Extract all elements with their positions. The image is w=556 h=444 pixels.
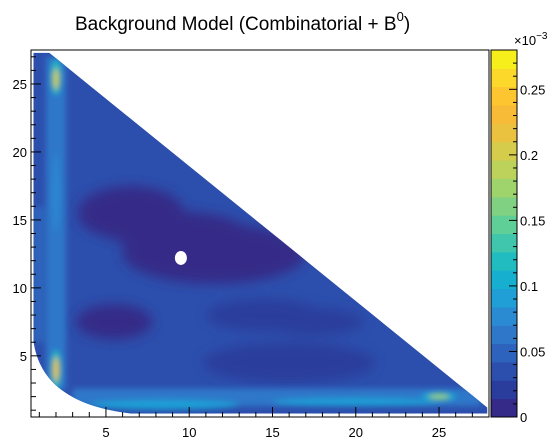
color-scale-bin — [491, 398, 517, 418]
color-scale-bin — [491, 251, 517, 271]
z-multiplier-exponent: −3 — [536, 31, 548, 42]
color-scale-bin — [491, 325, 517, 345]
band-edge — [33, 206, 45, 343]
y-tick-label: 25 — [13, 77, 27, 92]
low-density-region — [205, 298, 323, 332]
color-scale-bin — [491, 270, 517, 290]
heatmap-hotspots — [50, 59, 458, 401]
low-density-region — [114, 211, 248, 256]
color-scale-bin — [491, 288, 517, 308]
z-tick-label: 0.1 — [520, 279, 538, 294]
z-tick-label: 0.15 — [520, 213, 545, 228]
x-tick-label: 10 — [182, 425, 196, 440]
band-bottom-bright — [89, 399, 240, 410]
color-scale-bin — [491, 86, 517, 106]
z-multiplier: ×10−3 — [514, 31, 548, 48]
y-tick-label: 15 — [13, 213, 27, 228]
x-tick-label: 15 — [265, 425, 279, 440]
color-scale-bin — [491, 306, 517, 326]
x-tick-label: 5 — [102, 425, 109, 440]
z-tick-label: 0.25 — [520, 82, 545, 97]
color-scale-bin — [491, 178, 517, 198]
hotspot-left-stripe — [52, 152, 59, 233]
color-scale-bin — [491, 343, 517, 363]
y-tick-label: 5 — [20, 349, 27, 364]
hotspot-top-left-core — [52, 69, 59, 90]
color-scale-bin — [491, 105, 517, 124]
heatmap-region — [33, 52, 488, 414]
hotspot-bottom-right-core — [429, 394, 450, 400]
y-axis: 5 10 15 20 25 — [13, 56, 41, 411]
color-scale-bin — [491, 68, 517, 88]
color-scale-bin — [491, 123, 517, 143]
color-scale-bin — [491, 141, 517, 161]
z-tick-label: 0 — [520, 410, 527, 425]
color-scale-bin — [491, 233, 517, 253]
z-tick-label: 0.05 — [520, 344, 545, 359]
z-tick-label: 0.2 — [520, 148, 538, 163]
heatmap-blobs — [75, 185, 376, 384]
color-scale-bin — [491, 196, 517, 216]
x-tick-label: 20 — [349, 425, 363, 440]
color-scale-bin — [491, 215, 517, 234]
color-scale-bin — [491, 50, 517, 69]
band-bottom-bright — [272, 398, 440, 407]
color-scale-bin — [491, 361, 517, 381]
color-scale: 0 0.05 0.1 0.15 0.2 0.25 — [490, 49, 545, 425]
title-main: Background Model (Combinatorial + B — [75, 14, 397, 35]
z-multiplier-base: ×10 — [514, 33, 536, 48]
heatmap — [33, 52, 488, 414]
x-axis: 5 10 15 20 25 — [38, 407, 473, 440]
y-tick-label: 20 — [13, 145, 27, 160]
title-suffix: ) — [404, 14, 410, 35]
low-density-region — [75, 304, 153, 340]
empty-bin — [174, 250, 187, 265]
title-superscript: 0 — [397, 9, 404, 24]
x-tick-label: 25 — [432, 425, 446, 440]
hotspot-bottom-left-core — [52, 357, 59, 382]
color-scale-bin — [491, 380, 517, 400]
chart-title: Background Model (Combinatorial + B0) — [75, 9, 410, 35]
low-density-region — [202, 342, 376, 384]
y-tick-label: 10 — [13, 281, 27, 296]
color-scale-bin — [491, 160, 517, 179]
